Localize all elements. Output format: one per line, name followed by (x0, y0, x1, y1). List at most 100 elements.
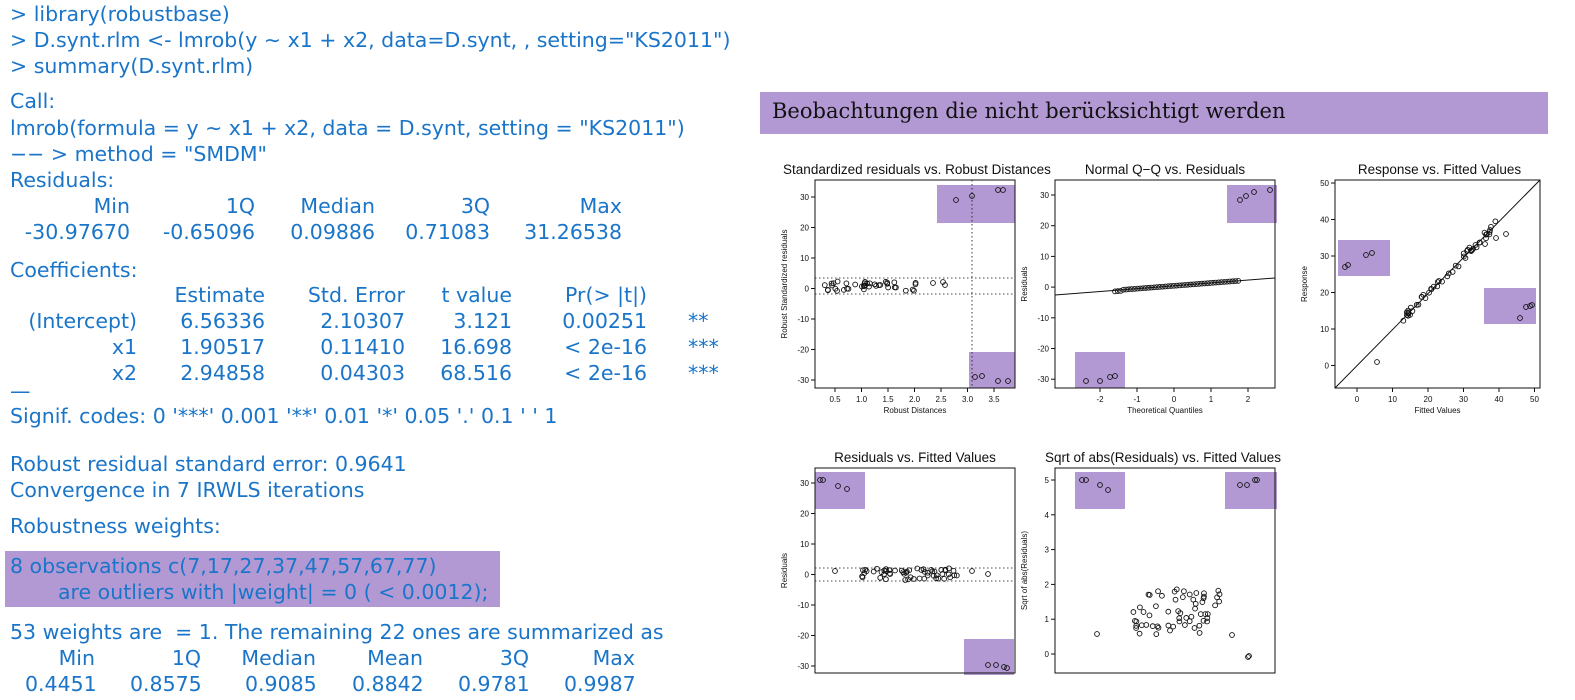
data-point (924, 572, 931, 579)
data-point (938, 567, 945, 573)
x-tick-label: 0.5 (829, 395, 841, 404)
y-tick-label: 40 (1320, 216, 1329, 225)
data-point (1179, 282, 1186, 289)
data-point (1202, 611, 1209, 617)
data-point (860, 567, 866, 574)
r-console-output: > library(robustbase) > D.synt.rlm <- lm… (0, 0, 760, 700)
y-tick-label: 0 (1045, 283, 1050, 292)
plot-panel-2 (1051, 179, 1277, 392)
data-point (852, 281, 859, 288)
data-point (871, 281, 878, 288)
y-tick-label: 20 (800, 510, 809, 519)
y-tick-label: 30 (800, 193, 809, 202)
x-tick-label: 3.0 (962, 395, 974, 404)
data-point (912, 281, 919, 288)
coef-t-value: 3.121 (453, 309, 512, 333)
data-point (1462, 255, 1469, 261)
outlier-point (969, 193, 975, 199)
diagnostic-plots: Standardized residuals vs. Robust Distan… (780, 162, 1541, 675)
data-point (909, 286, 916, 293)
data-point (1170, 282, 1177, 289)
plot-frame (1334, 179, 1541, 389)
data-point (1482, 241, 1488, 247)
y-tick-label: 10 (800, 254, 809, 263)
data-point (911, 287, 917, 294)
data-point (832, 285, 839, 292)
data-point (916, 575, 923, 582)
data-point (1204, 280, 1211, 287)
data-point (886, 570, 893, 577)
outlier-line: 8 observations c(7,17,27,37,47,57,67,77) (10, 554, 437, 578)
outlier-point (1517, 315, 1523, 321)
data-point (1191, 625, 1198, 631)
outlier-point (1369, 250, 1375, 256)
data-point (1196, 281, 1202, 287)
coef-signif-stars: *** (688, 361, 719, 385)
data-point (1146, 592, 1153, 598)
y-tick-label: 20 (800, 224, 809, 233)
data-point (914, 565, 921, 572)
coef-header: Std. Error (307, 283, 405, 307)
data-point (1146, 612, 1153, 619)
data-point (985, 571, 991, 577)
data-point (1173, 282, 1180, 289)
data-point (1218, 279, 1225, 285)
coef-std-error: 0.11410 (320, 335, 405, 359)
data-point (1153, 603, 1159, 610)
x-tick-label: 1.0 (856, 395, 868, 404)
data-point (1464, 248, 1470, 254)
outlier-highlight-box (1075, 352, 1125, 388)
weights-value: 0.8842 (352, 672, 424, 696)
coef-estimate: 6.56336 (180, 309, 265, 333)
plot-panel-3 (1331, 179, 1541, 392)
data-point (1190, 281, 1197, 288)
y-tick-label: 0 (1325, 362, 1330, 371)
outlier-point (1001, 664, 1007, 670)
y-tick-label: 2 (1045, 580, 1050, 589)
y-tick-label: -30 (1037, 375, 1049, 384)
method-line: −− > method = "SMDM" (10, 142, 267, 166)
weights-summary-line: 53 weights are = 1. The remaining 22 one… (10, 620, 664, 644)
plot-panel-1 (811, 179, 1016, 392)
y-tick-label: 20 (1320, 289, 1329, 298)
outlier-point (1105, 487, 1111, 493)
outlier-highlight-box (964, 639, 1014, 675)
outlier-point (1529, 302, 1535, 308)
outlier-point (1345, 262, 1351, 268)
x-tick-label: 20 (1424, 395, 1433, 404)
plot-title: Response vs. Fitted Values (1358, 162, 1522, 177)
data-point (881, 571, 888, 577)
data-point (1173, 586, 1180, 593)
data-point (906, 567, 912, 574)
x-tick-label: 10 (1388, 395, 1397, 404)
convergence-line: Convergence in 7 IRWLS iterations (10, 478, 365, 502)
y-tick-label: 10 (1320, 325, 1329, 334)
data-point (1483, 235, 1489, 242)
data-point (1186, 618, 1193, 625)
y-axis-label: Sqrt of abs(Residuals) (1020, 531, 1029, 610)
data-point (1165, 608, 1172, 615)
data-point (1204, 611, 1211, 617)
outlier-highlight-box (1225, 472, 1277, 509)
data-point (1418, 294, 1425, 300)
data-point (1200, 617, 1207, 624)
outlier-highlight-box (1338, 240, 1390, 276)
data-point (877, 282, 884, 288)
data-point (1436, 278, 1442, 284)
outlier-point (1267, 187, 1273, 193)
outlier-point (993, 662, 999, 668)
data-point (921, 575, 928, 582)
y-tick-label: -10 (1037, 314, 1049, 323)
data-point (1180, 594, 1186, 600)
data-point (862, 282, 868, 289)
data-point (862, 279, 868, 285)
data-point (1137, 604, 1143, 611)
plot-title: Standardized residuals vs. Robust Distan… (783, 162, 1051, 177)
data-point (1148, 284, 1155, 291)
y-axis-label: Robust Standardized residuals (780, 230, 789, 339)
data-point (1460, 253, 1467, 260)
weights-header: Min (58, 646, 95, 670)
data-point (1207, 280, 1214, 286)
call-label: Call: (10, 89, 56, 113)
coef-row-name: x2 (111, 361, 137, 385)
